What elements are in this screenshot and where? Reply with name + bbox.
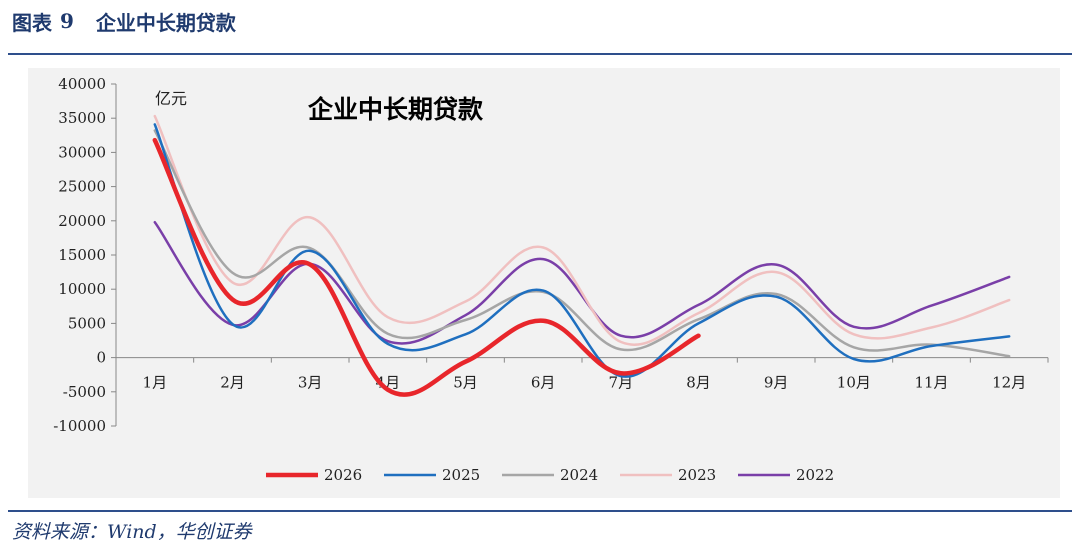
y-axis: -10000 -5000 0 5000 10000 15000 20000 25000 3000… — [53, 75, 117, 435]
x-tick-label: 10月 — [837, 374, 871, 392]
figure-label: 图表 — [12, 10, 52, 35]
x-tick-label: 1月 — [143, 374, 168, 392]
line-chart: -10000 -5000 0 5000 10000 15000 20000 25000 3000… — [53, 75, 1049, 484]
chart-area: -10000 -5000 0 5000 10000 15000 20000 25000 3000… — [28, 68, 1060, 498]
x-tick-label: 11月 — [914, 374, 948, 392]
legend-label-2023: 2023 — [678, 466, 716, 484]
y-tick-label: 20000 — [58, 212, 106, 230]
series-lines — [152, 114, 1011, 397]
series-line-2026 — [152, 137, 701, 397]
y-tick-label: -10000 — [53, 417, 106, 435]
x-tick-label: 2月 — [220, 374, 245, 392]
legend-label-2022: 2022 — [796, 466, 834, 484]
x-tick-label: 6月 — [531, 374, 556, 392]
x-tick-label: 12月 — [992, 374, 1026, 392]
figure-title: 企业中长期贷款 — [95, 10, 236, 35]
legend-label-2024: 2024 — [560, 466, 598, 484]
legend-label-2025: 2025 — [442, 466, 480, 484]
y-tick-label: 35000 — [58, 109, 106, 127]
series-line-2023 — [153, 114, 1011, 346]
x-tick-label: 3月 — [298, 374, 323, 392]
figure-number: 9 — [60, 9, 74, 33]
x-axis: 1月 2月 3月 4月 5月 6月 7月 8月 9月 10月 11月 12月 — [115, 357, 1049, 392]
header-rule — [8, 53, 1072, 55]
y-tick-label: 25000 — [58, 178, 106, 196]
x-tick-label: 7月 — [609, 374, 634, 392]
y-tick-label: 40000 — [58, 75, 106, 93]
y-tick-label: -5000 — [63, 383, 106, 401]
legend-label-2026: 2026 — [324, 466, 362, 484]
source-note: 资料来源：Wind，华创证券 — [12, 521, 252, 543]
unit-label: 亿元 — [155, 89, 187, 108]
y-tick-label: 30000 — [58, 143, 106, 161]
y-tick-label: 5000 — [68, 314, 106, 332]
series-line-2024 — [153, 129, 1011, 358]
x-tick-label: 8月 — [686, 374, 711, 392]
figure-header: 图表 9 企业中长期贷款 — [12, 6, 236, 36]
x-tick-label: 9月 — [764, 374, 789, 392]
x-tick-label: 5月 — [453, 374, 478, 392]
legend: 2026 2025 2024 2023 2022 — [266, 466, 834, 484]
y-tick-label: 15000 — [58, 246, 106, 264]
y-tick-label: 0 — [96, 349, 106, 367]
chart-title: 企业中长期贷款 — [308, 95, 484, 124]
series-line-2022 — [153, 220, 1011, 345]
footer-rule — [8, 510, 1072, 512]
y-tick-label: 10000 — [58, 280, 106, 298]
series-line-2025 — [153, 123, 1011, 378]
